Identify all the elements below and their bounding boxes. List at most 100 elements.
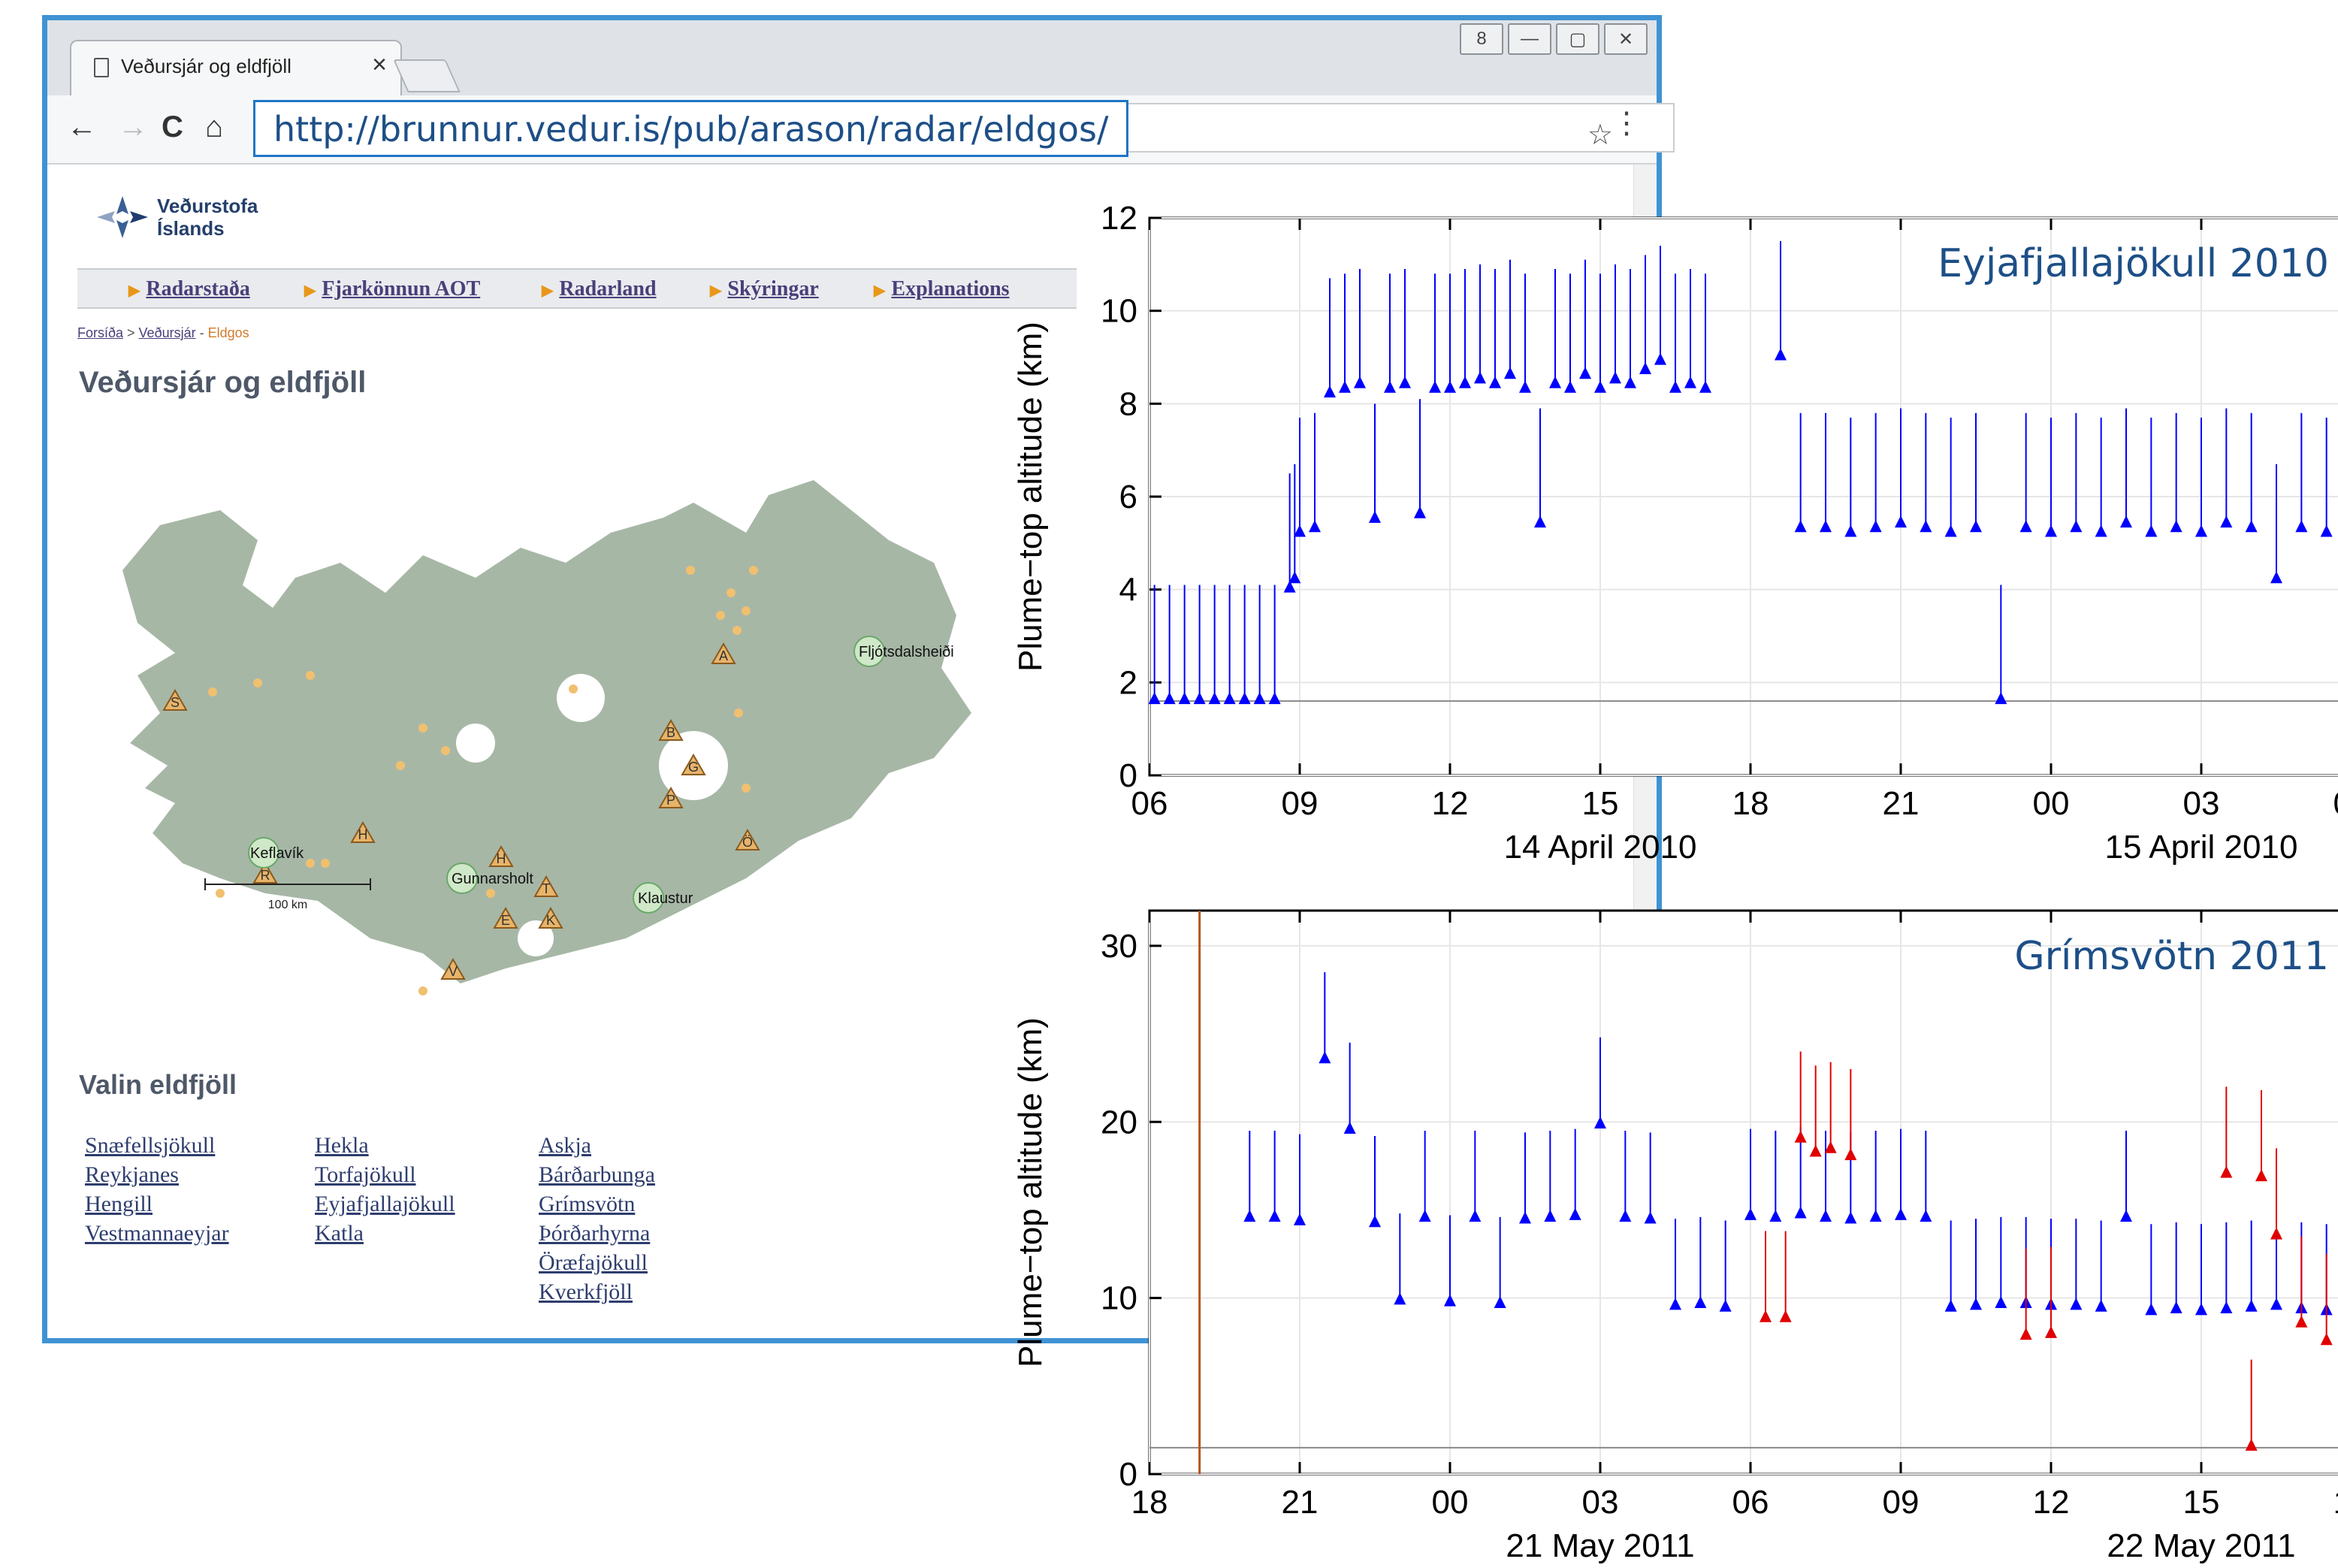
url-text[interactable]: http://brunnur.vedur.is/pub/arason/radar… <box>253 100 1129 157</box>
data-point <box>1844 1211 1857 1224</box>
data-point <box>2019 1328 2032 1340</box>
profile-icon[interactable]: 8 <box>1460 23 1503 55</box>
reload-icon[interactable]: C <box>162 110 183 144</box>
back-arrow-icon[interactable]: ← <box>67 110 97 144</box>
nav-arrow-icon: ▶ <box>304 282 316 299</box>
data-point <box>2255 1169 2267 1182</box>
breadcrumb-home[interactable]: Forsíða <box>77 325 124 340</box>
radar-keflavik[interactable]: Keflavík <box>248 837 304 869</box>
home-icon[interactable]: ⌂ <box>205 110 224 144</box>
data-point <box>1719 1299 1732 1312</box>
volcano-link[interactable]: Hekla <box>315 1133 369 1158</box>
data-point <box>1223 692 1236 705</box>
volcano-link[interactable]: Kverkfjöll <box>539 1279 633 1304</box>
svg-text:H: H <box>358 827 368 842</box>
tab-title: Veðursjár og eldfjöll <box>121 55 291 77</box>
svg-text:100 km: 100 km <box>268 899 307 911</box>
svg-text:H: H <box>497 851 506 866</box>
bookmark-star-icon[interactable]: ☆ <box>1587 119 1613 151</box>
x-tick-label: 06 <box>1732 1484 1769 1521</box>
x-tick-label: 21 <box>1883 785 1920 822</box>
radar-klaustur[interactable]: Klaustur <box>633 882 693 914</box>
data-point <box>1760 1310 1772 1322</box>
data-point <box>1519 1211 1531 1224</box>
data-point <box>2320 524 2333 537</box>
data-point <box>1459 376 1471 388</box>
forward-arrow-icon[interactable]: → <box>118 110 148 144</box>
y-tick-label: 0 <box>1119 1456 1137 1493</box>
data-point <box>1253 692 1266 705</box>
volcano-link[interactable]: Reykjanes <box>85 1162 179 1187</box>
data-point <box>2120 1210 2132 1222</box>
x-tick-label: 09 <box>1883 1484 1920 1521</box>
data-point <box>2270 1227 2282 1240</box>
volcano-link[interactable]: Katla <box>315 1221 364 1246</box>
data-point <box>1399 376 1411 388</box>
nav-item-skyringar[interactable]: ▶ Skýringar <box>710 277 819 301</box>
volcano-link[interactable]: Torfajökull <box>315 1162 416 1187</box>
data-point <box>1369 510 1381 523</box>
data-point <box>1163 692 1176 705</box>
svg-text:V: V <box>449 964 458 979</box>
data-point <box>1288 571 1301 584</box>
data-point <box>1654 352 1666 365</box>
y-axis-label: Plume−top altitude (km) <box>1012 322 1049 672</box>
data-point <box>1820 520 1832 533</box>
x-tick-label: 12 <box>2033 1484 2070 1521</box>
data-point <box>1444 1294 1456 1307</box>
date-label: 22 May 2011 <box>2107 1527 2295 1564</box>
data-point <box>1944 524 1957 537</box>
volcano-link[interactable]: Bárðarbunga <box>539 1162 655 1187</box>
data-point <box>1549 376 1561 388</box>
nav-item-radarstada[interactable]: ▶ Radarstaða <box>128 277 250 301</box>
data-point <box>2095 524 2107 537</box>
chart-title: Eyjafjallajökull 2010 <box>1938 241 2329 286</box>
browser-tab[interactable]: Veðursjár og eldfjöll × <box>70 40 402 95</box>
data-point <box>1324 385 1336 397</box>
data-point <box>1283 580 1296 593</box>
volcano-link[interactable]: Askja <box>539 1133 591 1158</box>
y-tick-label: 20 <box>1101 1104 1137 1141</box>
svg-text:K: K <box>546 913 555 928</box>
volcano-markers[interactable]: S A B G P Ö H R H T E K V <box>162 642 760 980</box>
new-tab-button[interactable] <box>393 59 461 92</box>
browser-menu-icon[interactable]: ⋮ <box>1612 107 1642 140</box>
data-point <box>1619 1210 1632 1222</box>
volcano-link[interactable]: Grímsvötn <box>539 1192 636 1216</box>
data-point <box>1544 1210 1557 1222</box>
iceland-radar-map[interactable]: S A B G P Ö H R H T E K V <box>70 412 1001 1044</box>
data-point <box>2145 524 2158 537</box>
volcano-link[interactable]: Snæfellsjökull <box>85 1133 216 1158</box>
data-point <box>1579 367 1591 379</box>
data-point <box>2019 520 2032 533</box>
x-tick-label: 12 <box>1432 785 1469 822</box>
radar-fljotsdalsheidi[interactable]: Fljótsdalsheiði <box>853 636 954 667</box>
volcano-link[interactable]: Vestmannaeyjar <box>85 1221 229 1246</box>
svg-text:Klaustur: Klaustur <box>638 890 693 907</box>
nav-item-radarland[interactable]: ▶ Radarland <box>542 277 657 301</box>
nav-item-explanations[interactable]: ▶ Explanations <box>874 277 1010 301</box>
nav-item-fjarkonnun[interactable]: ▶ Fjarkönnun AOT <box>304 277 481 301</box>
data-point <box>1869 520 1882 533</box>
breadcrumb-vedursjar[interactable]: Veðursjár <box>138 325 196 340</box>
volcano-link[interactable]: Hengill <box>85 1192 153 1216</box>
x-tick-label: 06 <box>2333 785 2338 822</box>
site-logo[interactable]: Veðurstofa Íslands <box>92 192 258 248</box>
radar-gunnarsholt[interactable]: Gunnarsholt <box>446 863 533 894</box>
tab-close-icon[interactable]: × <box>372 50 387 79</box>
volcano-link[interactable]: Eyjafjallajökull <box>315 1192 455 1216</box>
data-point <box>1844 524 1857 537</box>
volcano-link[interactable]: Þórðarhyrna <box>539 1221 651 1246</box>
data-point <box>1394 1292 1406 1305</box>
volcano-link[interactable]: Öræfajökull <box>539 1250 648 1275</box>
x-tick-label: 00 <box>2033 785 2070 822</box>
minimize-button[interactable]: — <box>1508 23 1551 55</box>
data-point <box>1504 367 1516 379</box>
data-point <box>1794 520 1807 533</box>
data-point <box>1895 515 1907 528</box>
page-icon <box>94 58 109 77</box>
data-point <box>2220 1165 2233 1178</box>
maximize-button[interactable]: ▢ <box>1556 23 1599 55</box>
data-point <box>2245 520 2258 533</box>
close-window-button[interactable]: ✕ <box>1604 23 1648 55</box>
